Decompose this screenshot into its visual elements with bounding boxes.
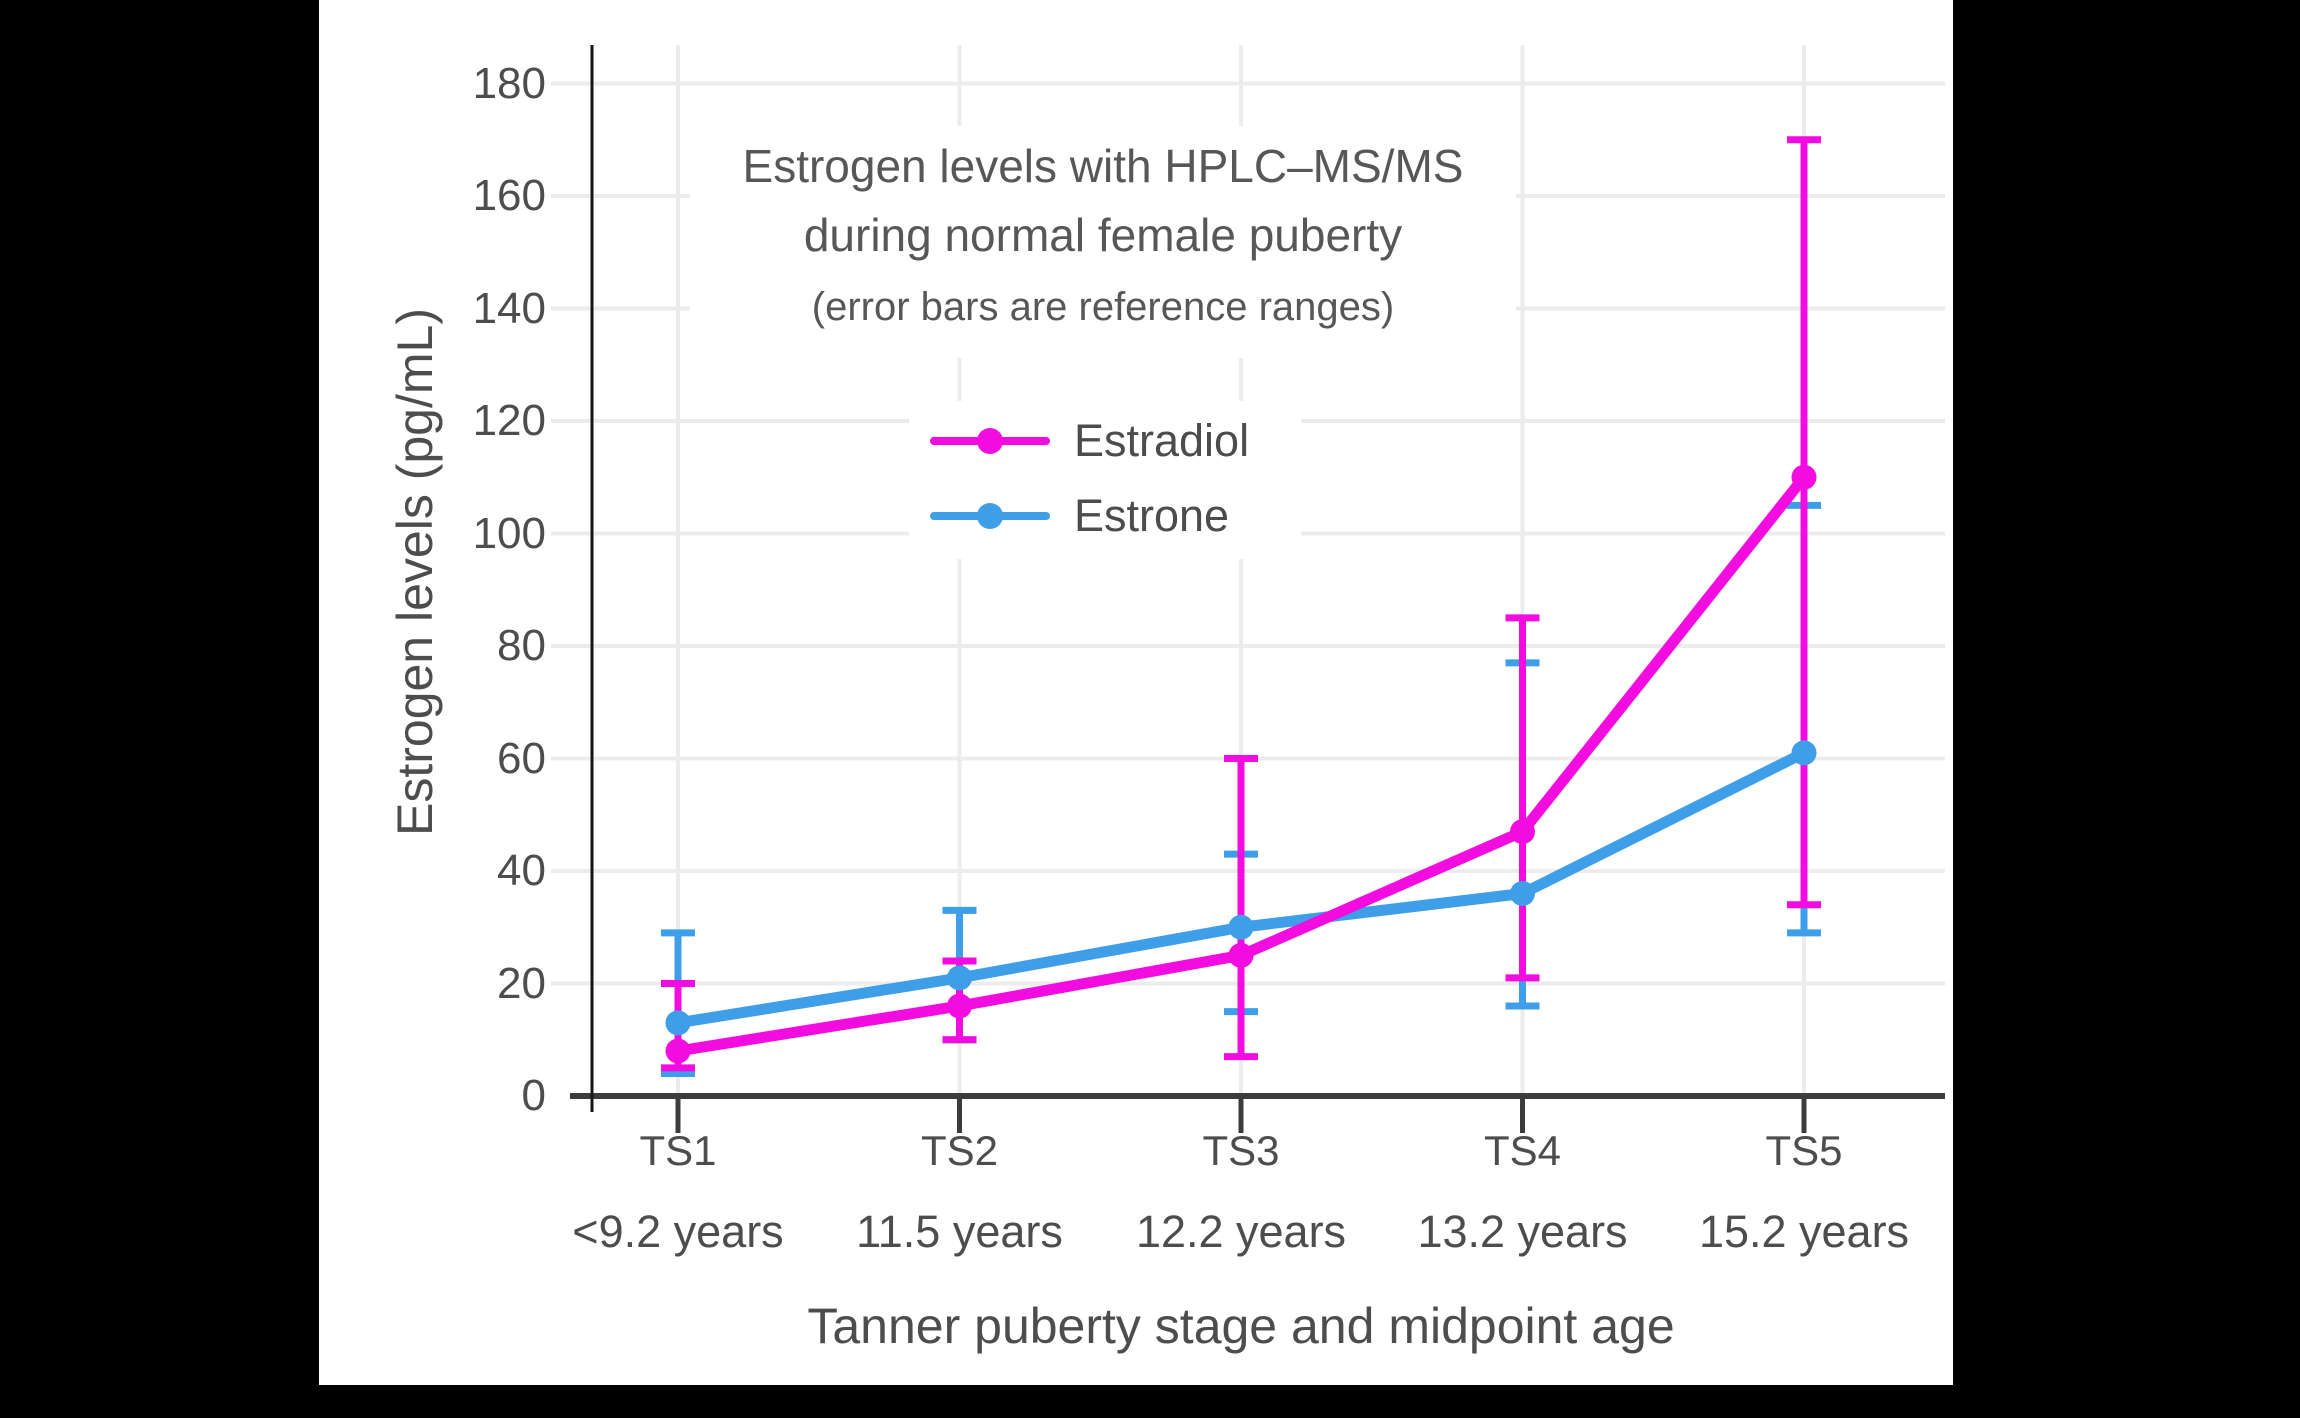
x-tick-sublabel-age: 15.2 years: [1698, 1206, 1910, 1257]
y-tick-label: 180: [472, 58, 546, 108]
estradiol-marker: [1791, 464, 1817, 490]
x-tick-sublabel-age: 11.5 years: [856, 1206, 1063, 1257]
y-tick-label: 0: [521, 1071, 546, 1120]
legend-item-estrone: Estrone: [909, 478, 1301, 553]
estradiol-marker: [1510, 819, 1535, 845]
estrone-marker: [1791, 740, 1817, 766]
estradiol-marker: [947, 993, 972, 1019]
x-tick-sublabel-age: 13.2 years: [1417, 1206, 1628, 1257]
x-tick-label: TS3: [1202, 1127, 1280, 1174]
chart-title-line-1: Estrogen levels with HPLC–MS/MS: [742, 140, 1464, 192]
y-tick-label: 80: [497, 621, 546, 670]
y-tick-label: 20: [497, 958, 546, 1008]
x-tick-label: TS1: [639, 1127, 717, 1174]
y-tick-label: 120: [472, 396, 546, 445]
legend: Estradiol Estrone: [909, 401, 1301, 559]
chart-title-block: Estrogen levels with HPLC–MS/MS during n…: [690, 126, 1516, 358]
legend-label: Estrone: [1074, 489, 1230, 541]
estrone-line-marker-swatch: [930, 502, 1050, 530]
x-tick-label: TS5: [1765, 1127, 1843, 1174]
x-tick-sublabel-age: 12.2 years: [1135, 1206, 1347, 1257]
y-tick-label: 40: [497, 846, 546, 895]
x-tick-label: TS4: [1483, 1127, 1562, 1174]
estradiol-marker: [665, 1038, 691, 1064]
chart-panel: 0 20 40 60 80 100 120 140 160 180 TS1 <9.2 years TS…: [319, 0, 1953, 1385]
legend-label: Estradiol: [1074, 414, 1250, 466]
estrone-marker: [947, 965, 972, 991]
y-tick-label: 140: [472, 283, 546, 333]
y-axis-title: Estrogen levels (pg/mL): [387, 307, 443, 837]
y-tick-label: 160: [472, 171, 546, 220]
estradiol-marker: [1228, 942, 1254, 968]
estradiol-line-marker-swatch: [930, 427, 1050, 455]
y-tick-label: 60: [497, 733, 546, 783]
x-tick-label: TS2: [920, 1127, 999, 1174]
chart-title-line-2: during normal female puberty: [803, 209, 1403, 261]
x-tick-sublabel-age: <9.2 years: [572, 1206, 784, 1257]
estrone-marker: [1228, 914, 1254, 940]
estrone-marker: [1510, 881, 1535, 906]
legend-item-estradiol: Estradiol: [909, 403, 1301, 478]
x-axis-title: Tanner puberty stage and midpoint age: [807, 1298, 1675, 1354]
y-tick-label: 100: [472, 508, 546, 558]
chart-subtitle: (error bars are reference ranges): [811, 285, 1395, 329]
estrone-marker: [665, 1010, 691, 1036]
